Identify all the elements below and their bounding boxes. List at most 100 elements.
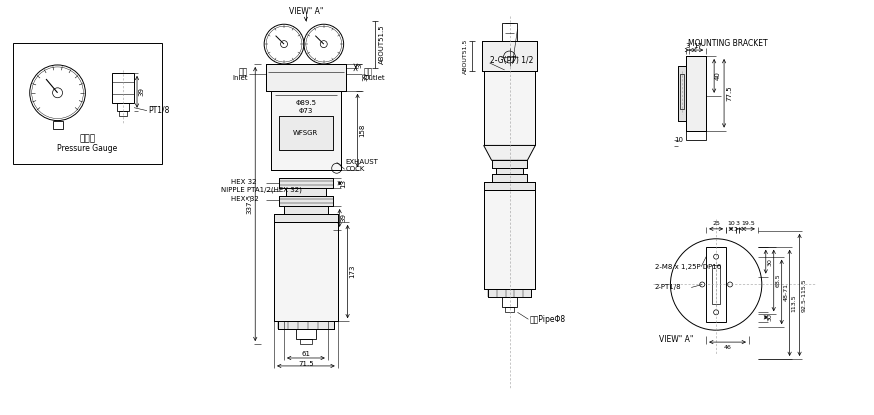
Text: 25: 25 bbox=[712, 221, 720, 227]
Text: 10: 10 bbox=[727, 221, 735, 227]
Text: 48-71: 48-71 bbox=[784, 283, 789, 301]
Bar bbox=[488, 289, 531, 298]
Text: 17: 17 bbox=[693, 43, 702, 49]
Bar bbox=[482, 41, 538, 71]
Bar bbox=[496, 168, 524, 174]
Bar bbox=[686, 56, 706, 131]
Bar bbox=[492, 160, 527, 168]
Text: 77.5: 77.5 bbox=[726, 85, 732, 101]
Text: 68.5: 68.5 bbox=[775, 274, 780, 287]
Bar bbox=[267, 64, 345, 91]
Text: 压力表: 压力表 bbox=[80, 134, 95, 143]
Bar bbox=[483, 182, 536, 190]
Text: Φ89.5: Φ89.5 bbox=[295, 100, 316, 106]
Text: 173: 173 bbox=[350, 265, 356, 278]
Bar bbox=[706, 247, 726, 322]
Text: VIEW" A": VIEW" A" bbox=[288, 7, 323, 16]
Bar bbox=[284, 206, 328, 214]
Bar bbox=[712, 265, 720, 304]
Bar bbox=[13, 43, 162, 164]
Bar bbox=[502, 23, 517, 41]
Bar bbox=[483, 190, 536, 289]
Text: Outlet: Outlet bbox=[364, 75, 385, 81]
Text: 19.5: 19.5 bbox=[741, 221, 755, 227]
Text: 2-M8 x 1,25P DP16: 2-M8 x 1,25P DP16 bbox=[655, 264, 721, 270]
Bar bbox=[492, 160, 527, 168]
Text: 46: 46 bbox=[724, 344, 732, 349]
Bar bbox=[483, 71, 536, 145]
Bar bbox=[279, 178, 333, 188]
Bar bbox=[117, 103, 129, 111]
Text: 3: 3 bbox=[685, 43, 690, 49]
Text: MOUNTING BRACKET: MOUNTING BRACKET bbox=[688, 39, 768, 48]
Text: 接管PipeΦ8: 接管PipeΦ8 bbox=[530, 315, 565, 324]
Text: 40: 40 bbox=[715, 71, 721, 81]
Text: HEX 32: HEX 32 bbox=[232, 179, 257, 185]
Text: COCK: COCK bbox=[345, 166, 365, 172]
Text: WFSGR: WFSGR bbox=[294, 129, 318, 136]
Bar bbox=[502, 298, 517, 308]
Text: 3: 3 bbox=[736, 221, 739, 227]
Bar bbox=[678, 66, 686, 121]
Bar bbox=[279, 196, 333, 206]
Text: 3: 3 bbox=[357, 64, 363, 68]
Bar bbox=[279, 116, 333, 150]
Bar bbox=[492, 174, 527, 182]
Text: 158: 158 bbox=[359, 124, 365, 137]
Text: 92.5-115.5: 92.5-115.5 bbox=[802, 278, 807, 312]
Text: Pressure Gauge: Pressure Gauge bbox=[57, 144, 117, 153]
Bar bbox=[267, 64, 345, 91]
Bar bbox=[686, 56, 706, 131]
Bar bbox=[496, 168, 524, 174]
Text: 出口: 出口 bbox=[364, 67, 372, 76]
Text: EXHAUST: EXHAUST bbox=[345, 159, 378, 165]
Text: 39: 39 bbox=[138, 87, 144, 96]
Bar bbox=[274, 222, 337, 321]
Text: Φ73: Φ73 bbox=[299, 107, 313, 114]
Bar bbox=[119, 111, 127, 116]
Text: ABOUT51.5: ABOUT51.5 bbox=[379, 24, 385, 64]
Text: VIEW" A": VIEW" A" bbox=[658, 334, 693, 344]
Text: 30: 30 bbox=[767, 258, 773, 266]
Polygon shape bbox=[483, 145, 536, 160]
Bar bbox=[271, 91, 341, 170]
Text: 30: 30 bbox=[767, 313, 773, 321]
Bar bbox=[52, 121, 63, 129]
Bar bbox=[504, 308, 515, 312]
Bar bbox=[300, 339, 312, 344]
Bar bbox=[286, 188, 326, 196]
Bar bbox=[483, 182, 536, 190]
Text: 61: 61 bbox=[302, 351, 310, 357]
Bar bbox=[271, 91, 341, 170]
Bar bbox=[279, 196, 333, 206]
Bar bbox=[274, 214, 337, 222]
Bar bbox=[678, 66, 686, 121]
Text: 337.5: 337.5 bbox=[246, 194, 253, 214]
Bar bbox=[286, 188, 326, 196]
Bar bbox=[278, 321, 334, 329]
Bar bbox=[492, 174, 527, 182]
Text: 13: 13 bbox=[341, 179, 347, 188]
Bar bbox=[483, 190, 536, 289]
Text: ABOUT51.5: ABOUT51.5 bbox=[463, 38, 468, 74]
Text: 113.5: 113.5 bbox=[791, 294, 796, 312]
Bar bbox=[112, 73, 134, 103]
Bar bbox=[284, 206, 328, 214]
Text: 39: 39 bbox=[341, 213, 347, 222]
Bar bbox=[483, 71, 536, 145]
Bar bbox=[274, 222, 337, 321]
Bar bbox=[274, 214, 337, 222]
Text: 入口: 入口 bbox=[239, 67, 248, 76]
Bar bbox=[686, 131, 706, 140]
Bar bbox=[680, 74, 684, 109]
Bar bbox=[279, 116, 333, 150]
Bar bbox=[296, 329, 316, 339]
Bar bbox=[488, 289, 531, 298]
Text: 71.5: 71.5 bbox=[298, 361, 314, 367]
Text: HEX .32: HEX .32 bbox=[232, 196, 259, 202]
Text: 39: 39 bbox=[363, 72, 369, 81]
Text: Inlet: Inlet bbox=[232, 75, 248, 81]
Text: NIPPLE PTA1/2(HEX 32): NIPPLE PTA1/2(HEX 32) bbox=[221, 187, 302, 193]
Text: 2-PT1/8: 2-PT1/8 bbox=[655, 284, 681, 290]
Text: 2-G(PT) 1/2: 2-G(PT) 1/2 bbox=[489, 56, 533, 66]
